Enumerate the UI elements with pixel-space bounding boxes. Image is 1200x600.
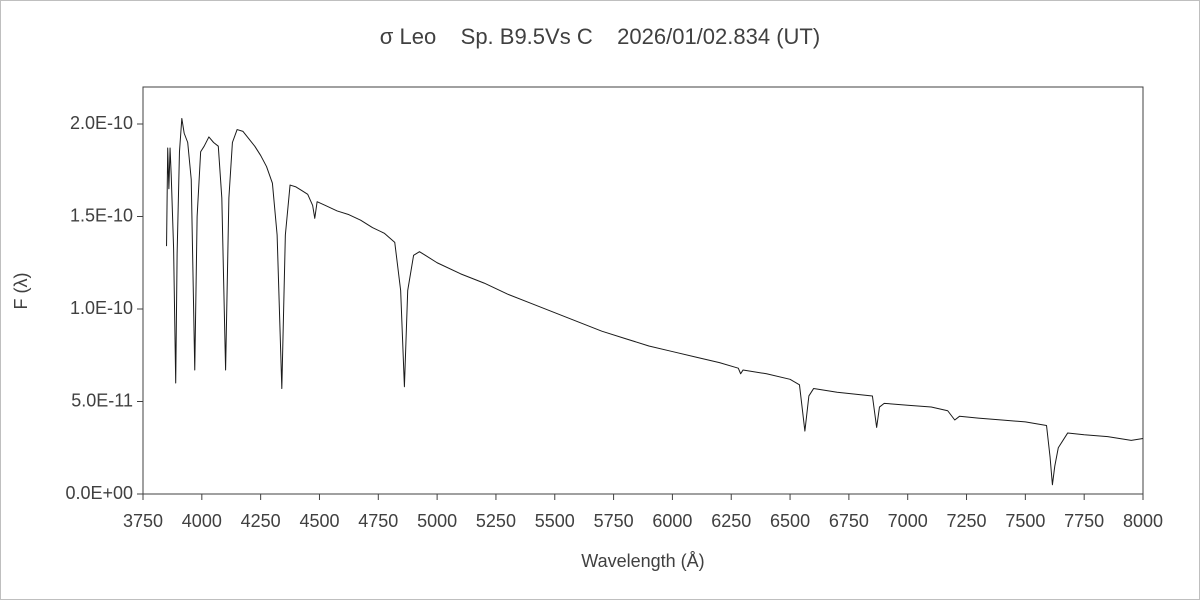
spectrum-line xyxy=(166,117,1144,486)
y-tick-label: 5.0E-11 xyxy=(71,390,133,410)
y-axis-label: F (λ) xyxy=(11,273,31,310)
x-tick-label: 6250 xyxy=(711,511,751,531)
y-tick-label: 1.0E-10 xyxy=(70,298,133,318)
x-tick-label: 4000 xyxy=(182,511,222,531)
x-tick-label: 8000 xyxy=(1123,511,1163,531)
x-tick-label: 3750 xyxy=(123,511,163,531)
chart-title: σ Leo Sp. B9.5Vs C 2026/01/02.834 (UT) xyxy=(380,24,820,49)
x-tick-label: 4500 xyxy=(299,511,339,531)
y-tick-label: 2.0E-10 xyxy=(70,113,133,133)
x-tick-label: 6750 xyxy=(829,511,869,531)
x-axis-label: Wavelength (Å) xyxy=(581,551,704,571)
x-tick-label: 7250 xyxy=(947,511,987,531)
x-tick-label: 5000 xyxy=(417,511,457,531)
y-tick-label: 1.5E-10 xyxy=(70,205,133,225)
x-tick-label: 4250 xyxy=(241,511,281,531)
x-tick-label: 5750 xyxy=(594,511,634,531)
x-tick-label: 5500 xyxy=(535,511,575,531)
y-tick-label: 0.0E+00 xyxy=(65,483,133,503)
x-tick-label: 5250 xyxy=(476,511,516,531)
x-tick-label: 4750 xyxy=(358,511,398,531)
x-tick-label: 7000 xyxy=(888,511,928,531)
x-tick-label: 6500 xyxy=(770,511,810,531)
x-tick-label: 7750 xyxy=(1064,511,1104,531)
x-tick-label: 7500 xyxy=(1005,511,1045,531)
x-tick-label: 6000 xyxy=(652,511,692,531)
plot-area xyxy=(142,86,1144,495)
